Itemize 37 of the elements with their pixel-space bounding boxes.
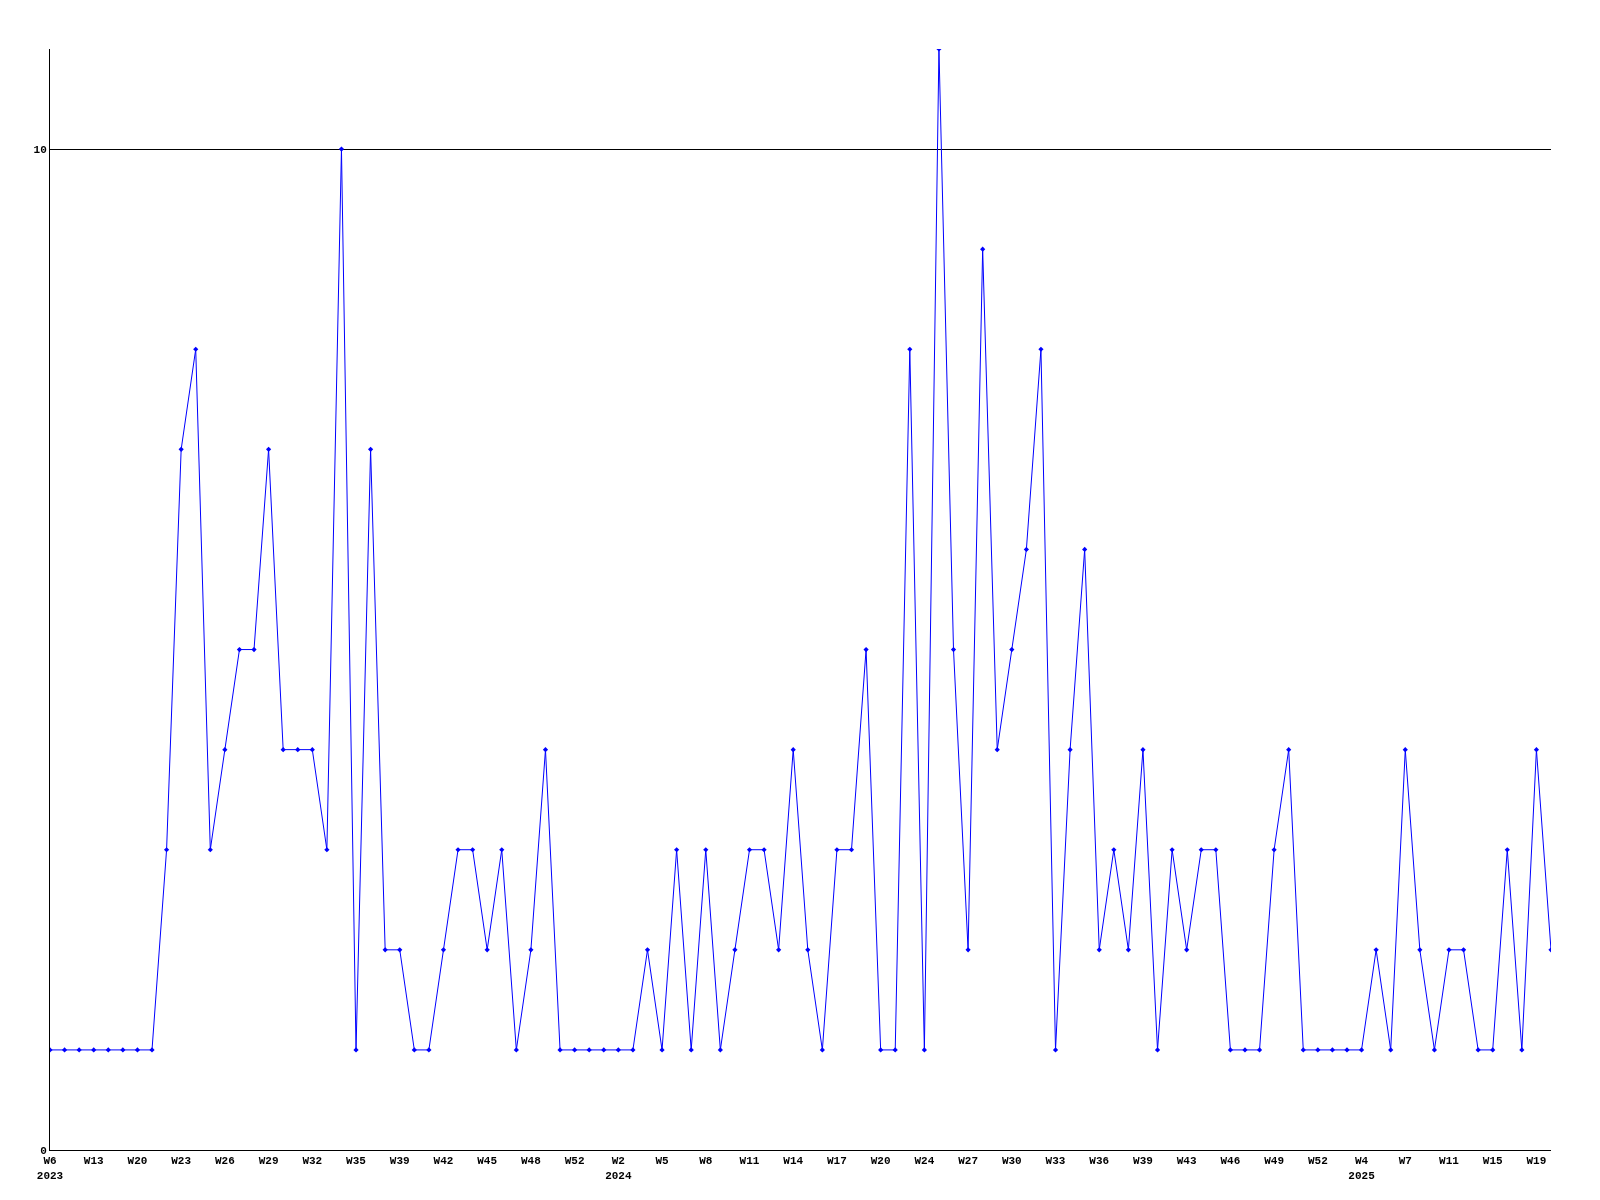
x-tick-label: W5: [655, 1155, 670, 1168]
x-tick-label: W39: [1133, 1155, 1153, 1168]
x-tick-label: W42: [433, 1155, 454, 1168]
x-tick-label: W13: [83, 1155, 105, 1168]
x-tick-label: W27: [958, 1155, 978, 1168]
x-tick-label: W20: [127, 1155, 148, 1168]
x-tick-label: W15: [1482, 1155, 1504, 1168]
x-tick-label: W33: [1045, 1155, 1066, 1168]
x-tick-label: W8: [699, 1155, 713, 1168]
x-tick-label: W7: [1398, 1155, 1412, 1168]
x-tick-label: W30: [1001, 1155, 1022, 1168]
x-tick-label: W24: [914, 1155, 935, 1168]
x-tick-label: W20: [870, 1155, 891, 1168]
x-tick-label: W14: [783, 1155, 804, 1168]
x-tick-label: W11: [739, 1155, 760, 1168]
x-tick-label: W45: [477, 1155, 498, 1168]
x-tick-label: W35: [346, 1155, 367, 1168]
x-tick-label: W26: [214, 1155, 235, 1168]
x-tick-label: W48: [520, 1155, 542, 1168]
x-tick-label: W2 2024: [605, 1155, 632, 1182]
x-tick-label: W4 2025: [1348, 1155, 1376, 1182]
x-tick-label: W11: [1439, 1155, 1460, 1168]
x-tick-label: W23: [171, 1155, 192, 1168]
x-tick-label: W36: [1089, 1155, 1110, 1168]
x-tick-label: W46: [1220, 1155, 1241, 1168]
x-tick-label: W52: [564, 1155, 585, 1168]
x-tick-label: W29: [258, 1155, 279, 1168]
x-tick-label: W39: [389, 1155, 410, 1168]
x-tick-label: W49: [1264, 1155, 1285, 1168]
x-tick-label: W6 2023: [36, 1155, 64, 1182]
y-tick-label: 0: [40, 1144, 47, 1157]
y-tick-label: 10: [33, 143, 47, 156]
x-tick-label: W17: [827, 1155, 847, 1168]
x-tick-label: W52: [1307, 1155, 1328, 1168]
x-tick-label: W19: [1526, 1155, 1547, 1168]
x-tick-label: W43: [1176, 1155, 1197, 1168]
x-tick-label: W32: [302, 1155, 323, 1168]
